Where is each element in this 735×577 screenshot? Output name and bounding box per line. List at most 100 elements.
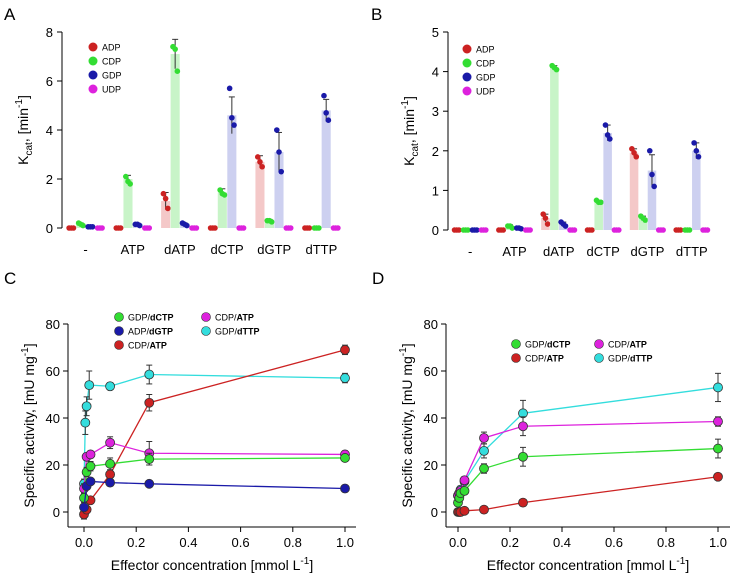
data-point	[105, 458, 115, 469]
data-point-gdp	[518, 226, 524, 232]
data-point-gdp	[695, 153, 702, 160]
category-label: dCTP	[210, 242, 243, 257]
legend-label-effector: ATP	[237, 313, 254, 323]
legend-marker	[114, 340, 124, 350]
data-point	[713, 382, 723, 393]
data-point-cdp	[172, 46, 178, 52]
x-tick-label: 0.4	[553, 535, 571, 550]
data-point-gdp	[691, 140, 697, 146]
y-axis-title-sup: -1	[20, 347, 31, 356]
bar-adp	[629, 152, 639, 230]
data-point-cdp	[465, 227, 471, 233]
data-point-cdp	[174, 68, 181, 74]
y-axis-title-main: K	[15, 155, 31, 165]
data-point-cdp	[127, 181, 133, 187]
legend-label-effector: dCTP	[150, 313, 174, 323]
data-point-gdp	[646, 148, 653, 154]
legend-label: GDP/dTTP	[215, 327, 260, 337]
data-point-adp	[456, 227, 462, 233]
bar-cdp	[550, 67, 559, 230]
data-point-udp	[704, 227, 711, 233]
data-point	[85, 461, 96, 472]
x-tick-label: 1.0	[336, 535, 354, 550]
legend-marker	[201, 326, 211, 336]
category-label: ATP	[502, 244, 526, 259]
panel-label-a: A	[4, 5, 16, 24]
data-point	[105, 381, 115, 392]
data-point-udp	[240, 225, 247, 231]
data-point-adp	[677, 227, 684, 233]
y-tick-label: 4	[432, 65, 439, 80]
data-point-udp	[146, 225, 153, 231]
y-axis-title-sup: -1	[398, 347, 409, 356]
data-point-gdp	[278, 168, 285, 175]
legend-marker	[114, 326, 124, 336]
data-point	[79, 492, 89, 503]
y-tick-label: 8	[46, 25, 53, 40]
data-point-udp	[615, 227, 622, 233]
data-point	[144, 454, 155, 465]
data-point-adp	[633, 153, 640, 160]
data-point-cdp	[268, 219, 275, 225]
data-point	[144, 369, 155, 380]
bar-cdp	[638, 218, 648, 230]
y-axis-title-rest: , [min	[401, 109, 417, 143]
data-point-udp	[527, 227, 533, 233]
y-tick-label: 20	[424, 458, 438, 473]
legend-marker-gdp	[88, 70, 98, 80]
data-point-cdp	[80, 222, 86, 229]
y-axis-title-main: Specific activity, [mU mg	[399, 356, 415, 507]
y-axis-title-sup: -1	[400, 100, 411, 109]
legend-label-gdp: GDP	[102, 71, 122, 81]
y-axis-title-end: ]	[15, 95, 31, 99]
data-point-udp	[571, 227, 578, 233]
data-point-adp	[160, 190, 167, 197]
bar-gdp	[227, 115, 237, 228]
legend-label-gdp: GDP	[476, 73, 496, 83]
y-tick-label: 60	[46, 364, 60, 379]
x-tick-label: 0.0	[75, 535, 93, 550]
y-tick-label: 0	[432, 223, 439, 238]
legend-label-effector: dTTP	[630, 354, 653, 364]
x-tick-label: 0.6	[605, 535, 623, 550]
x-tick-label: 0.8	[657, 535, 675, 550]
y-axis-title-end: ]	[21, 343, 37, 347]
bar-gdp	[647, 170, 657, 230]
y-tick-label: 60	[424, 364, 438, 379]
y-tick-label: 2	[432, 144, 439, 159]
bar-cdp	[217, 192, 227, 228]
data-point-udp	[335, 225, 341, 231]
x-axis-title-main: Effector concentration [mmol L	[487, 557, 677, 573]
legend-marker-udp	[462, 86, 472, 96]
legend-label: GDP/dCTP	[525, 340, 571, 350]
category-label: dTTP	[306, 242, 338, 257]
legend-label-effector: ATP	[630, 340, 647, 350]
legend-marker-udp	[88, 84, 98, 94]
y-tick-label: 80	[424, 317, 438, 332]
category-label: ATP	[121, 242, 145, 257]
y-axis-title: Specific activity, [mU mg-1]	[20, 343, 37, 507]
data-point-cdp	[642, 217, 649, 223]
y-axis-title-sup: -1	[14, 99, 25, 108]
data-point-gdp	[474, 227, 480, 233]
legend-marker-cdp	[88, 56, 98, 66]
data-point-adp	[500, 227, 507, 233]
data-point-adp	[259, 163, 265, 170]
y-tick-label: 0	[431, 505, 438, 520]
bar-gdp	[274, 152, 284, 228]
legend-label-adp: ADP	[102, 43, 121, 53]
data-point-gdp	[649, 171, 655, 178]
legend-marker-adp	[462, 44, 472, 54]
data-point-gdp	[136, 222, 143, 229]
data-point-cdp	[553, 66, 560, 73]
chart-panel-c: 0 20 40 60 80 0.0 0.2 0.4 0.6 0.8 1.0 Effector conc…	[20, 312, 356, 573]
data-point	[340, 344, 350, 355]
legend-label-effector: dTTP	[237, 327, 260, 337]
legend-label-udp: UDP	[102, 85, 121, 95]
y-axis-title-sub: cat	[410, 143, 421, 157]
legend-label-substrate: CDP/	[608, 340, 630, 350]
y-tick-label: 80	[46, 317, 60, 332]
y-tick-label: 6	[46, 74, 53, 89]
legend-marker	[594, 339, 604, 349]
data-point-udp	[99, 225, 105, 231]
